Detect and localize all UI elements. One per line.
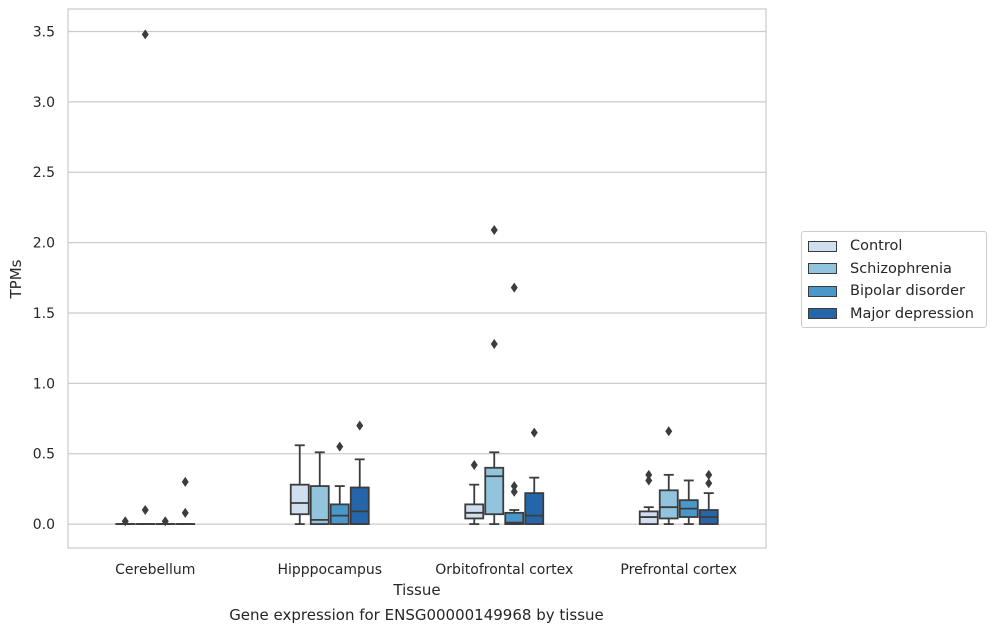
outlier-point <box>161 516 169 527</box>
y-tick-label: 0.5 <box>33 447 55 463</box>
box-iqr <box>504 511 525 525</box>
box-schizophrenia <box>484 224 505 525</box>
box-major-depression <box>698 469 719 525</box>
outlier-point <box>510 282 518 293</box>
box-bipolar-disorder <box>504 282 525 525</box>
box-iqr <box>329 503 350 525</box>
y-tick-label: 2.5 <box>33 165 55 181</box>
legend-label: Bipolar disorder <box>850 283 965 300</box>
outlier-point <box>530 427 538 438</box>
y-tick-label: 1.0 <box>33 376 55 392</box>
box-iqr <box>524 492 545 525</box>
y-tick-labels: 0.0 0.5 1.0 1.5 2.0 2.5 3.0 3.5 <box>33 25 55 534</box>
legend-swatch <box>808 285 837 297</box>
figure-caption: Gene expression for ENSG00000149968 by t… <box>229 606 604 624</box>
box-iqr <box>484 466 505 516</box>
box-schizophrenia <box>135 29 156 525</box>
x-axis-label: Tissue <box>392 581 440 599</box>
outlier-point <box>510 486 518 497</box>
outlier-point <box>356 420 364 431</box>
plot-frame <box>67 8 767 549</box>
y-tick-label: 2.0 <box>33 236 55 252</box>
y-tick-label: 3.0 <box>33 95 55 111</box>
gridlines <box>68 30 766 525</box>
outlier-point <box>645 469 653 480</box>
box-control <box>289 444 310 525</box>
legend-item-bipolar-disorder: Bipolar disorder <box>802 280 986 303</box>
legend-label: Schizophrenia <box>850 260 952 277</box>
outlier-point <box>141 29 149 40</box>
y-tick-label: 3.5 <box>33 25 55 41</box>
box-schizophrenia <box>658 426 679 525</box>
outlier-point <box>336 441 344 452</box>
y-axis-label: TPMs <box>7 259 25 299</box>
outlier-point <box>705 478 713 489</box>
box-plots <box>115 29 719 527</box>
box-control <box>115 516 136 527</box>
box-control <box>464 459 485 525</box>
outlier-point <box>141 505 149 516</box>
outlier-point <box>645 475 653 486</box>
legend-item-control: Control <box>802 235 986 258</box>
x-tick-labels: Cerebellum Hipppocampus Orbitofrontal cort… <box>115 562 737 578</box>
box-control <box>638 469 659 525</box>
box-iqr <box>349 486 370 525</box>
box-bipolar-disorder <box>329 441 350 525</box>
outlier-point <box>181 476 189 487</box>
outlier-point <box>121 516 129 527</box>
legend-label: Major depression <box>850 305 974 322</box>
outlier-point <box>490 338 498 349</box>
box-bipolar-disorder <box>155 516 176 527</box>
outlier-point <box>490 224 498 235</box>
x-tick-label: Hipppocampus <box>277 562 382 578</box>
box-iqr <box>289 483 310 516</box>
legend-swatch <box>808 240 837 252</box>
legend-label: Control <box>850 238 903 255</box>
outlier-point <box>705 469 713 480</box>
legend: Control Schizophrenia Bipolar disorder M… <box>801 231 987 328</box>
outlier-point <box>665 426 673 437</box>
x-tick-label: Orbitofrontal cortex <box>435 562 573 578</box>
outlier-point <box>181 507 189 518</box>
box-major-depression <box>175 476 196 525</box>
box-major-depression <box>349 420 370 525</box>
y-tick-label: 0.0 <box>33 517 55 533</box>
y-tick-label: 1.5 <box>33 306 55 322</box>
x-tick-label: Cerebellum <box>115 562 195 578</box>
box-schizophrenia <box>309 451 330 525</box>
box-iqr <box>658 489 679 520</box>
box-bipolar-disorder <box>678 479 699 525</box>
legend-swatch <box>808 308 837 320</box>
legend-item-schizophrenia: Schizophrenia <box>802 258 986 281</box>
legend-item-major-depression: Major depression <box>802 303 986 326</box>
outlier-point <box>510 481 518 492</box>
outlier-point <box>470 459 478 470</box>
x-tick-label: Prefrontal cortex <box>620 562 737 578</box>
box-iqr <box>309 485 330 525</box>
box-major-depression <box>524 427 545 525</box>
box-iqr <box>464 503 485 520</box>
legend-swatch <box>808 263 837 275</box>
